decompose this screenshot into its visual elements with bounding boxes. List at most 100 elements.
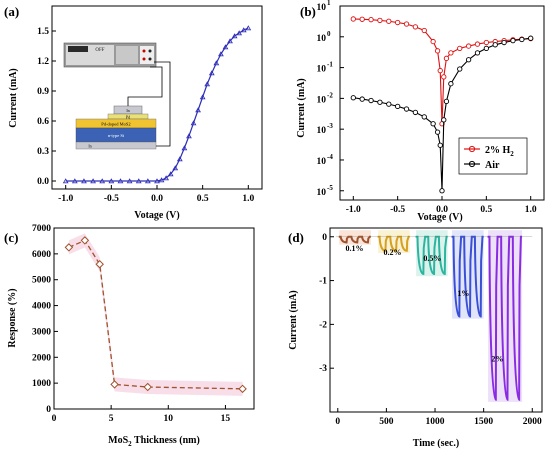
- plot-c-frame: [53, 227, 255, 410]
- terminal-red-1: [142, 49, 146, 53]
- plot-b-point-air: [421, 114, 427, 120]
- plot-a-point: [172, 165, 179, 171]
- plot-a-point: [195, 107, 201, 113]
- device-stack-inset: In Pd Pd-doped MoS2 n-type Si In: [75, 61, 171, 150]
- plot-a-point: [99, 178, 106, 184]
- plot-b-point-air: [430, 121, 436, 127]
- plot-d-xtick-label: 500: [379, 417, 394, 427]
- legend-h2-label: 2% H2: [485, 145, 514, 158]
- plot-b-point-h2: [421, 27, 427, 34]
- plot-b-series: [350, 16, 534, 194]
- plot-b-point-air: [457, 66, 463, 72]
- plot-c-highlight-band: [68, 233, 243, 396]
- plot-a-point: [158, 177, 165, 183]
- plot-a-xtick-label: 0.5: [197, 194, 209, 204]
- plot-b-point-air: [437, 142, 443, 148]
- plot-d-ytick-label: -3: [319, 364, 327, 374]
- plot-b-xtick-label: -0.5: [390, 205, 405, 215]
- plot-b-ytick-exponent: -2: [327, 91, 333, 99]
- plot-b-ytick-exponent: 0: [327, 30, 331, 38]
- plot-a-ytick-label: 0.3: [37, 147, 49, 157]
- plot-b-point-h2: [377, 17, 383, 24]
- plot-b-legend: 2% H2 Air: [458, 137, 528, 175]
- bottom-contact: [75, 141, 157, 150]
- plot-a-point: [62, 178, 69, 184]
- plot-c-ylabel: Response (%): [7, 288, 18, 347]
- plot-c-ytick-label: 4000: [32, 302, 51, 312]
- plot-a-point: [71, 178, 78, 184]
- plot-d-ytick-label: 0: [322, 233, 327, 243]
- plot-a-xtick-label: -1.0: [58, 194, 73, 204]
- plot-a-point: [218, 51, 224, 57]
- panel-c-label: (c): [4, 230, 18, 245]
- plot-d-xlabel: Time (sec.): [413, 438, 459, 449]
- plot-a-point: [227, 38, 233, 44]
- plot-b-xtick-label: -1.0: [346, 205, 361, 215]
- plot-c-ytick-label: 6000: [32, 250, 51, 260]
- plot-c-series: [64, 233, 247, 396]
- plot-c-ytick-label: 5000: [32, 276, 51, 286]
- plot-b-point-h2: [403, 21, 410, 27]
- plot-a-point: [222, 44, 229, 50]
- plot-a-point: [181, 145, 188, 151]
- plot-b-ytick-label: 10: [317, 126, 327, 136]
- plot-c-ytick-label: 7000: [32, 224, 51, 234]
- plot-a-point: [135, 178, 142, 184]
- panel-a-label: (a): [4, 4, 19, 19]
- plot-d-xtick-label: 1000: [426, 417, 445, 427]
- legend-h2-marker: [468, 145, 476, 153]
- plot-a-point: [204, 81, 211, 87]
- meter-display-text: OFF: [95, 48, 104, 53]
- plot-a-point: [199, 94, 206, 100]
- plot-b-ytick-exponent: 1: [327, 0, 331, 7]
- plot-d-ytick-label: -2: [319, 320, 327, 330]
- plot-b-xtick-label: 0.5: [480, 205, 492, 215]
- legend-box: [458, 137, 528, 175]
- plot-a-point: [117, 178, 124, 184]
- plot-a-point: [108, 178, 115, 184]
- plot-b-xtick-label: 1.0: [525, 205, 537, 215]
- plot-b-ytick-label: 10: [317, 188, 327, 198]
- plot-b-point-air: [434, 129, 441, 135]
- plot-a-ytick-label: 0.9: [37, 87, 49, 97]
- panel-a: (a) -1.0 -0.5 0.0 0.5 1.00.00.30.60.91.21.5 …: [4, 4, 263, 221]
- plot-b-point-air: [441, 117, 447, 123]
- plot-b-ytick-exponent: -1: [327, 61, 333, 69]
- plot-b-point-air: [519, 36, 525, 43]
- top-contact-label: In: [126, 108, 129, 113]
- plot-a-ytick-label: 1.2: [37, 57, 49, 67]
- plot-a-point: [163, 175, 170, 181]
- plot-a-ticks: -1.0 -0.5 0.0 0.5 1.0 0.0 0.3 0.6 0.9 1.2 1.5: [37, 27, 254, 204]
- plot-b-xtick-label: 0.0: [436, 205, 448, 215]
- plot-a-ylabel: Current (mA): [8, 68, 19, 128]
- plot-b-point-air: [377, 99, 383, 105]
- plot-a-point: [167, 171, 174, 177]
- plot-c-ticks: 0 5 10 15 0 1000 2000 3000 4000 5000 6000 7000: [32, 224, 230, 424]
- panel-b-label: (b): [300, 4, 316, 19]
- plot-d-xtick-label: 1500: [474, 417, 493, 427]
- plot-d-xtick-label: 2000: [523, 417, 542, 427]
- plot-a-frame: [51, 5, 263, 190]
- plot-b-ytick-label: 10: [317, 34, 327, 44]
- plot-d-annotation: 0.2%: [383, 248, 401, 257]
- pd-layer-label: Pd: [126, 115, 130, 120]
- plot-c-xlabel: MoS2 Thickness (nm): [108, 435, 200, 448]
- plot-b-point-air: [465, 57, 472, 63]
- plot-c-ytick-label: 1000: [32, 379, 51, 389]
- plot-a-point: [186, 133, 192, 139]
- plot-c-point: [143, 382, 152, 392]
- meter-buttons: [116, 46, 138, 64]
- legend-air-marker: [468, 160, 476, 168]
- plot-c-point: [80, 236, 90, 245]
- plot-c-line: [68, 239, 243, 390]
- plot-a-ytick-label: 0.0: [37, 177, 49, 187]
- plot-c-point: [110, 380, 119, 389]
- plot-b-point-air: [359, 96, 365, 102]
- plot-b-point-air: [501, 39, 507, 46]
- plot-a-point: [90, 178, 96, 184]
- terminal-black-1: [148, 49, 152, 53]
- plot-b-point-air: [386, 101, 392, 107]
- plot-a-point: [81, 178, 87, 184]
